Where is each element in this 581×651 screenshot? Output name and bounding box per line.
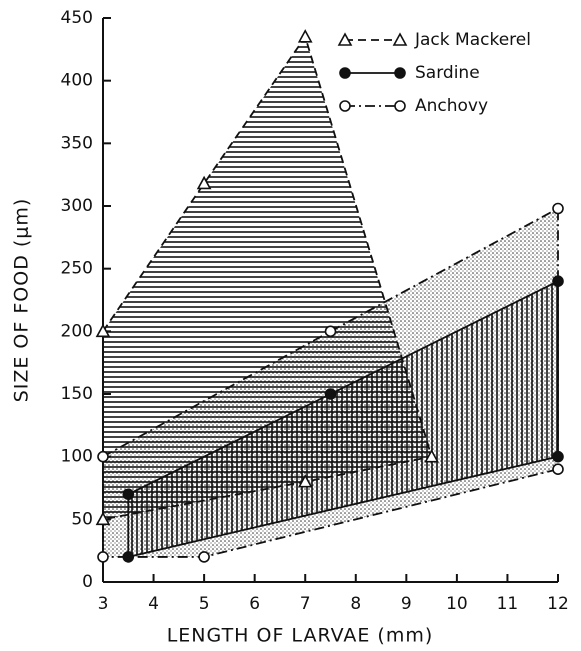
marker (122, 488, 135, 501)
legend-label: Anchovy (415, 96, 488, 116)
legend-marker (339, 67, 351, 79)
y-tick-label: 0 (82, 572, 93, 592)
marker (297, 474, 313, 488)
marker (95, 511, 111, 526)
legend-marker (392, 32, 408, 46)
y-axis-label: SIZE OF FOOD (μm) (11, 198, 33, 403)
x-tick-label: 10 (446, 594, 468, 614)
marker (297, 29, 313, 43)
x-tick-label: 6 (249, 594, 260, 614)
x-tick-label: 11 (497, 594, 519, 614)
y-tick-label: 200 (61, 321, 93, 341)
x-tick-label: 5 (199, 594, 210, 614)
y-tick-label: 450 (61, 8, 93, 28)
legend-marker (337, 32, 353, 46)
legend-marker (339, 100, 351, 112)
x-tick-label: 3 (98, 594, 109, 614)
marker (97, 450, 109, 463)
x-tick-label: 12 (547, 594, 569, 614)
y-tick-label: 400 (61, 71, 93, 91)
y-tick-label: 50 (71, 509, 93, 529)
marker (198, 551, 210, 563)
marker (424, 448, 439, 463)
legend-marker (394, 67, 406, 79)
x-tick-label: 7 (300, 594, 311, 614)
marker (196, 175, 212, 190)
y-tick-label: 350 (61, 133, 93, 153)
legend-label: Jack Mackerel (414, 30, 531, 50)
y-tick-label: 250 (61, 259, 93, 279)
x-tick-label: 4 (148, 594, 159, 614)
x-axis-label: LENGTH OF LARVAE (mm) (167, 625, 434, 647)
marker (122, 551, 135, 563)
y-tick-label: 150 (61, 384, 93, 404)
marker (552, 450, 564, 463)
marker (95, 323, 111, 338)
marker (552, 202, 564, 215)
y-tick-label: 300 (61, 196, 93, 216)
marker (324, 388, 337, 400)
marker (552, 463, 564, 476)
x-tick-label: 8 (350, 594, 361, 614)
marker (324, 325, 337, 338)
legend-marker (394, 100, 406, 112)
y-tick-label: 100 (61, 447, 93, 467)
legend-label: Sardine (415, 63, 480, 83)
range-area (102, 34, 433, 521)
marker (97, 551, 109, 563)
x-tick-label: 9 (401, 594, 412, 614)
marker (552, 275, 564, 288)
